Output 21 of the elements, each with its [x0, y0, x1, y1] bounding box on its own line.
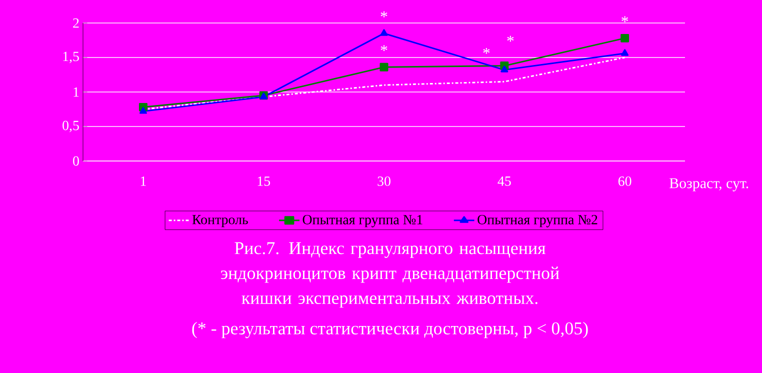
legend-label: Опытная группа №1	[302, 214, 422, 228]
x-tick-label: 1	[140, 176, 146, 186]
annotation: *	[380, 45, 388, 52]
text: (* - результаты статистически достоверны, p < 0,05)	[192, 322, 588, 338]
y-tick-label: 1,5	[63, 52, 79, 64]
x-tick-label: 60	[618, 176, 632, 186]
x-tick-label: 30	[378, 176, 390, 186]
text: Рис.7. Индекс гранулярного насыщения эндокриноцитов крипт двенадцатиперстной кишки экспериментальных животных.	[220, 242, 560, 308]
y-tick-label: 0	[73, 156, 79, 166]
x-tick-label: 45	[498, 176, 511, 186]
legend-label: Опытная группа №2	[478, 214, 598, 228]
annotation: *	[483, 48, 490, 54]
x-axis-title: Возраст, сут.	[670, 178, 748, 192]
annotation: *	[380, 11, 388, 18]
annotation: *	[622, 16, 628, 22]
x-tick-label: 15	[258, 176, 270, 186]
annotation: *	[507, 36, 514, 42]
y-tick-label: 0,5	[62, 120, 79, 132]
y-tick-label: 2	[73, 18, 79, 28]
legend-label: Контроль	[192, 215, 248, 228]
y-tick-label: 1	[74, 87, 79, 97]
